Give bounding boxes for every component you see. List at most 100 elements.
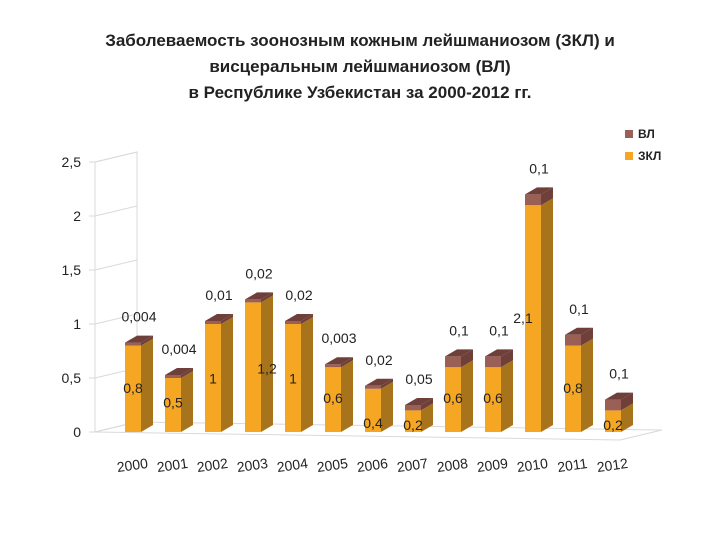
chart-title-line-2: висцеральным лейшманиозом (ВЛ) (209, 57, 511, 76)
x-tick-label-2005: 2005 (316, 455, 349, 475)
data-label-vl-2005: 0,003 (321, 330, 356, 346)
bar-top-2007 (405, 398, 433, 405)
bar-vl-side-2010 (541, 187, 553, 206)
legend-label-zkl: ЗКЛ (638, 149, 661, 163)
legend-label-vl: ВЛ (638, 127, 655, 141)
bar-zkl-2001 (165, 378, 181, 432)
data-label-zkl-2003: 1,2 (257, 361, 277, 377)
x-tick-label-2003: 2003 (236, 455, 269, 475)
x-tick-label-2000: 2000 (116, 455, 149, 475)
bar-zkl-side-2000 (141, 338, 153, 432)
data-label-zkl-2007: 0,2 (403, 417, 423, 433)
x-tick-label-2007: 2007 (396, 455, 429, 475)
x-tick-label-2001: 2001 (156, 455, 189, 475)
bar-zkl-side-2012 (621, 403, 633, 432)
bar-vl-side-2005 (341, 357, 353, 368)
bar-zkl-2003 (245, 302, 261, 432)
bar-vl-side-2001 (181, 368, 193, 378)
bar-vl-2003 (245, 299, 261, 303)
chart-title-line-1: Заболеваемость зоонозным кожным лейшмани… (105, 31, 615, 50)
data-label-vl-2012: 0,1 (609, 366, 629, 382)
bar-vl-2010 (525, 194, 541, 206)
data-label-zkl-2004: 1 (289, 370, 297, 386)
data-label-zkl-2000: 0,8 (123, 380, 143, 396)
bar-top-2000 (125, 335, 153, 343)
data-label-zkl-2006: 0,4 (363, 415, 383, 431)
data-label-vl-2001: 0,004 (161, 341, 196, 357)
bar-zkl-side-2010 (541, 198, 553, 432)
bar-zkl-side-2007 (421, 403, 433, 432)
legend-swatch-zkl (625, 152, 633, 160)
x-tick-label-2009: 2009 (476, 455, 509, 475)
bar-zkl-2002 (205, 324, 221, 432)
y-tick-label: 1 (73, 316, 81, 332)
bar-top-2011 (565, 327, 593, 335)
data-label-zkl-2010: 2,1 (513, 310, 533, 326)
bar-zkl-2005 (325, 367, 341, 432)
bar-zkl-2010 (525, 205, 541, 432)
data-label-zkl-2008: 0,6 (443, 390, 463, 406)
y-grid-diagonal (94, 313, 138, 325)
x-tick-label-2006: 2006 (356, 455, 389, 475)
legend-swatch-vl (625, 130, 633, 138)
bar-zkl-side-2011 (581, 338, 593, 432)
data-label-vl-2009: 0,1 (489, 322, 509, 338)
bar-zkl-2008 (445, 367, 461, 432)
bar-vl-side-2011 (581, 327, 593, 346)
bar-zkl-side-2006 (381, 381, 393, 432)
y-grid-diagonal (94, 259, 138, 271)
bar-zkl-2012 (605, 410, 621, 432)
bar-zkl-2011 (565, 345, 581, 432)
data-label-vl-2002: 0,01 (205, 287, 232, 303)
x-tick-label-2011: 2011 (556, 455, 588, 475)
bar-vl-2008 (445, 356, 461, 368)
x-tick-label-2012: 2012 (596, 455, 629, 475)
bar-zkl-side-2004 (301, 317, 313, 432)
bar-zkl-2009 (485, 367, 501, 432)
data-label-vl-2004: 0,02 (285, 287, 312, 303)
x-tick-label-2002: 2002 (196, 455, 229, 475)
bar-vl-2005 (325, 364, 341, 368)
y-tick-label: 2 (73, 208, 81, 224)
bar-top-2005 (325, 357, 353, 365)
bar-zkl-side-2005 (341, 360, 353, 432)
bar-vl-2011 (565, 334, 581, 346)
bar-vl-2009 (485, 356, 501, 368)
bar-top-2006 (365, 378, 393, 386)
bar-top-2003 (245, 292, 273, 300)
y-grid-diagonal (94, 205, 138, 217)
bar-vl-side-2003 (261, 292, 273, 303)
bar-vl-side-2008 (461, 349, 473, 368)
y-tick-label: 1,5 (62, 262, 82, 278)
bar-top-2008 (445, 349, 473, 357)
bar-vl-2012 (605, 399, 621, 411)
data-label-zkl-2009: 0,6 (483, 390, 503, 406)
bar-vl-2007 (405, 405, 421, 411)
bar-zkl-2000 (125, 345, 141, 432)
bar-vl-side-2012 (621, 392, 633, 411)
bar-vl-2000 (125, 342, 141, 346)
data-label-vl-2010: 0,1 (529, 160, 549, 176)
bar-zkl-side-2001 (181, 371, 193, 432)
bar-vl-2004 (285, 321, 301, 324)
y-tick-label: 0,5 (62, 370, 82, 386)
chart-title-line-3: в Республике Узбекистан за 2000-2012 гг. (188, 83, 532, 102)
bar-zkl-2004 (285, 324, 301, 432)
bar-zkl-side-2009 (501, 360, 513, 432)
bar-zkl-side-2008 (461, 360, 473, 432)
x-tick-label-2010: 2010 (516, 455, 549, 475)
bar-vl-2001 (165, 375, 181, 378)
data-label-vl-2007: 0,05 (405, 371, 432, 387)
bar-top-2004 (285, 314, 313, 321)
data-label-vl-2003: 0,02 (245, 265, 272, 281)
y-grid-diagonal (94, 151, 138, 163)
chart-title: Заболеваемость зоонозным кожным лейшмани… (20, 28, 700, 106)
bar-top-2001 (165, 368, 193, 375)
bar-top-2012 (605, 392, 633, 400)
y-tick-label: 2,5 (62, 154, 82, 170)
bar-vl-side-2004 (301, 314, 313, 324)
data-label-zkl-2011: 0,8 (563, 380, 583, 396)
bar-vl-2002 (205, 321, 221, 324)
bar-zkl-side-2003 (261, 295, 273, 432)
